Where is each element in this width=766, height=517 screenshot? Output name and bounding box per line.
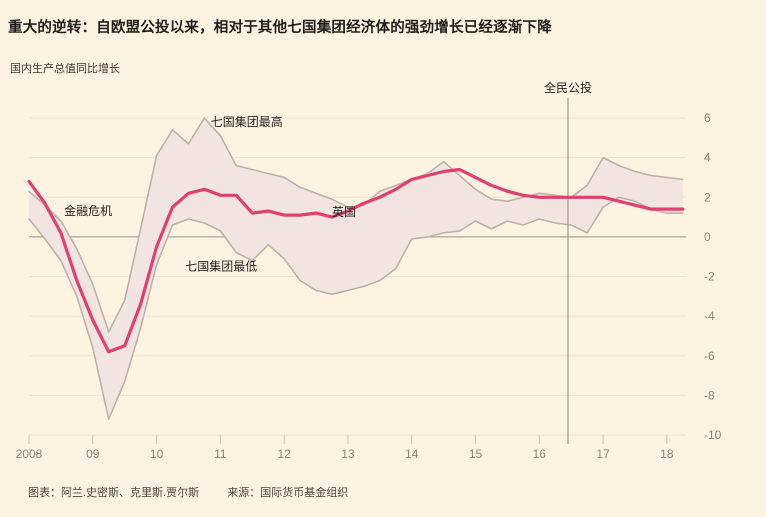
y-axis-tick-6: 6 [704,111,711,125]
x-axis-tick-12: 12 [277,447,291,461]
y-axis-tick-4: 4 [704,151,711,165]
credit-text: 图表：阿兰.史密斯、克里斯.贾尔斯 [28,487,200,499]
page-title: 重大的逆转：自欧盟公投以来，相对于其他七国集团经济体的强劲增长已经逐渐下降 [8,20,552,36]
annotation-g7_low_label: 七国集团最低 [185,259,257,274]
x-axis-tick-15: 15 [469,447,483,461]
chart-subtitle: 国内生产总值同比增长 [10,63,120,75]
annotation-uk_label: 英国 [332,205,356,219]
series-line-g7-low [28,196,684,420]
x-axis-tick-16: 16 [533,447,547,461]
source-text: 来源：国际货币基金组织 [227,487,349,499]
y-axis-tick--4: -4 [704,309,715,323]
y-axis-tick--6: -6 [704,349,715,363]
annotation-referendum: 全民公投 [544,80,592,95]
y-axis-tick-2: 2 [704,190,711,204]
y-axis-tick--10: -10 [704,428,722,442]
x-axis-tick-2008: 2008 [16,447,43,461]
gdp-growth-chart: 6 4 2 0 -2 -4 -6 -8 -10 2008 09 10 11 12 13 14 15 16 17 18 金… [16,80,722,461]
x-axis-tick-10: 10 [150,447,164,461]
annotation-g7_high_label: 七国集团最高 [211,114,283,129]
annotation-crisis: 金融危机 [64,203,112,218]
chart-credit-source: 图表：阿兰.史密斯、克里斯.贾尔斯 来源：国际货币基金组织 [28,484,348,500]
x-axis-tick-18: 18 [660,447,674,461]
x-axis-tick-11: 11 [214,447,227,461]
y-axis-tick--8: -8 [704,388,715,402]
x-axis-tick-09: 09 [86,447,100,461]
y-axis-tick-0: 0 [704,230,711,244]
y-axis-tick--2: -2 [704,270,715,284]
x-axis-tick-17: 17 [596,447,610,461]
x-axis-tick-13: 13 [341,447,355,461]
series-line-uk [27,167,685,354]
x-axis-tick-14: 14 [405,447,419,461]
